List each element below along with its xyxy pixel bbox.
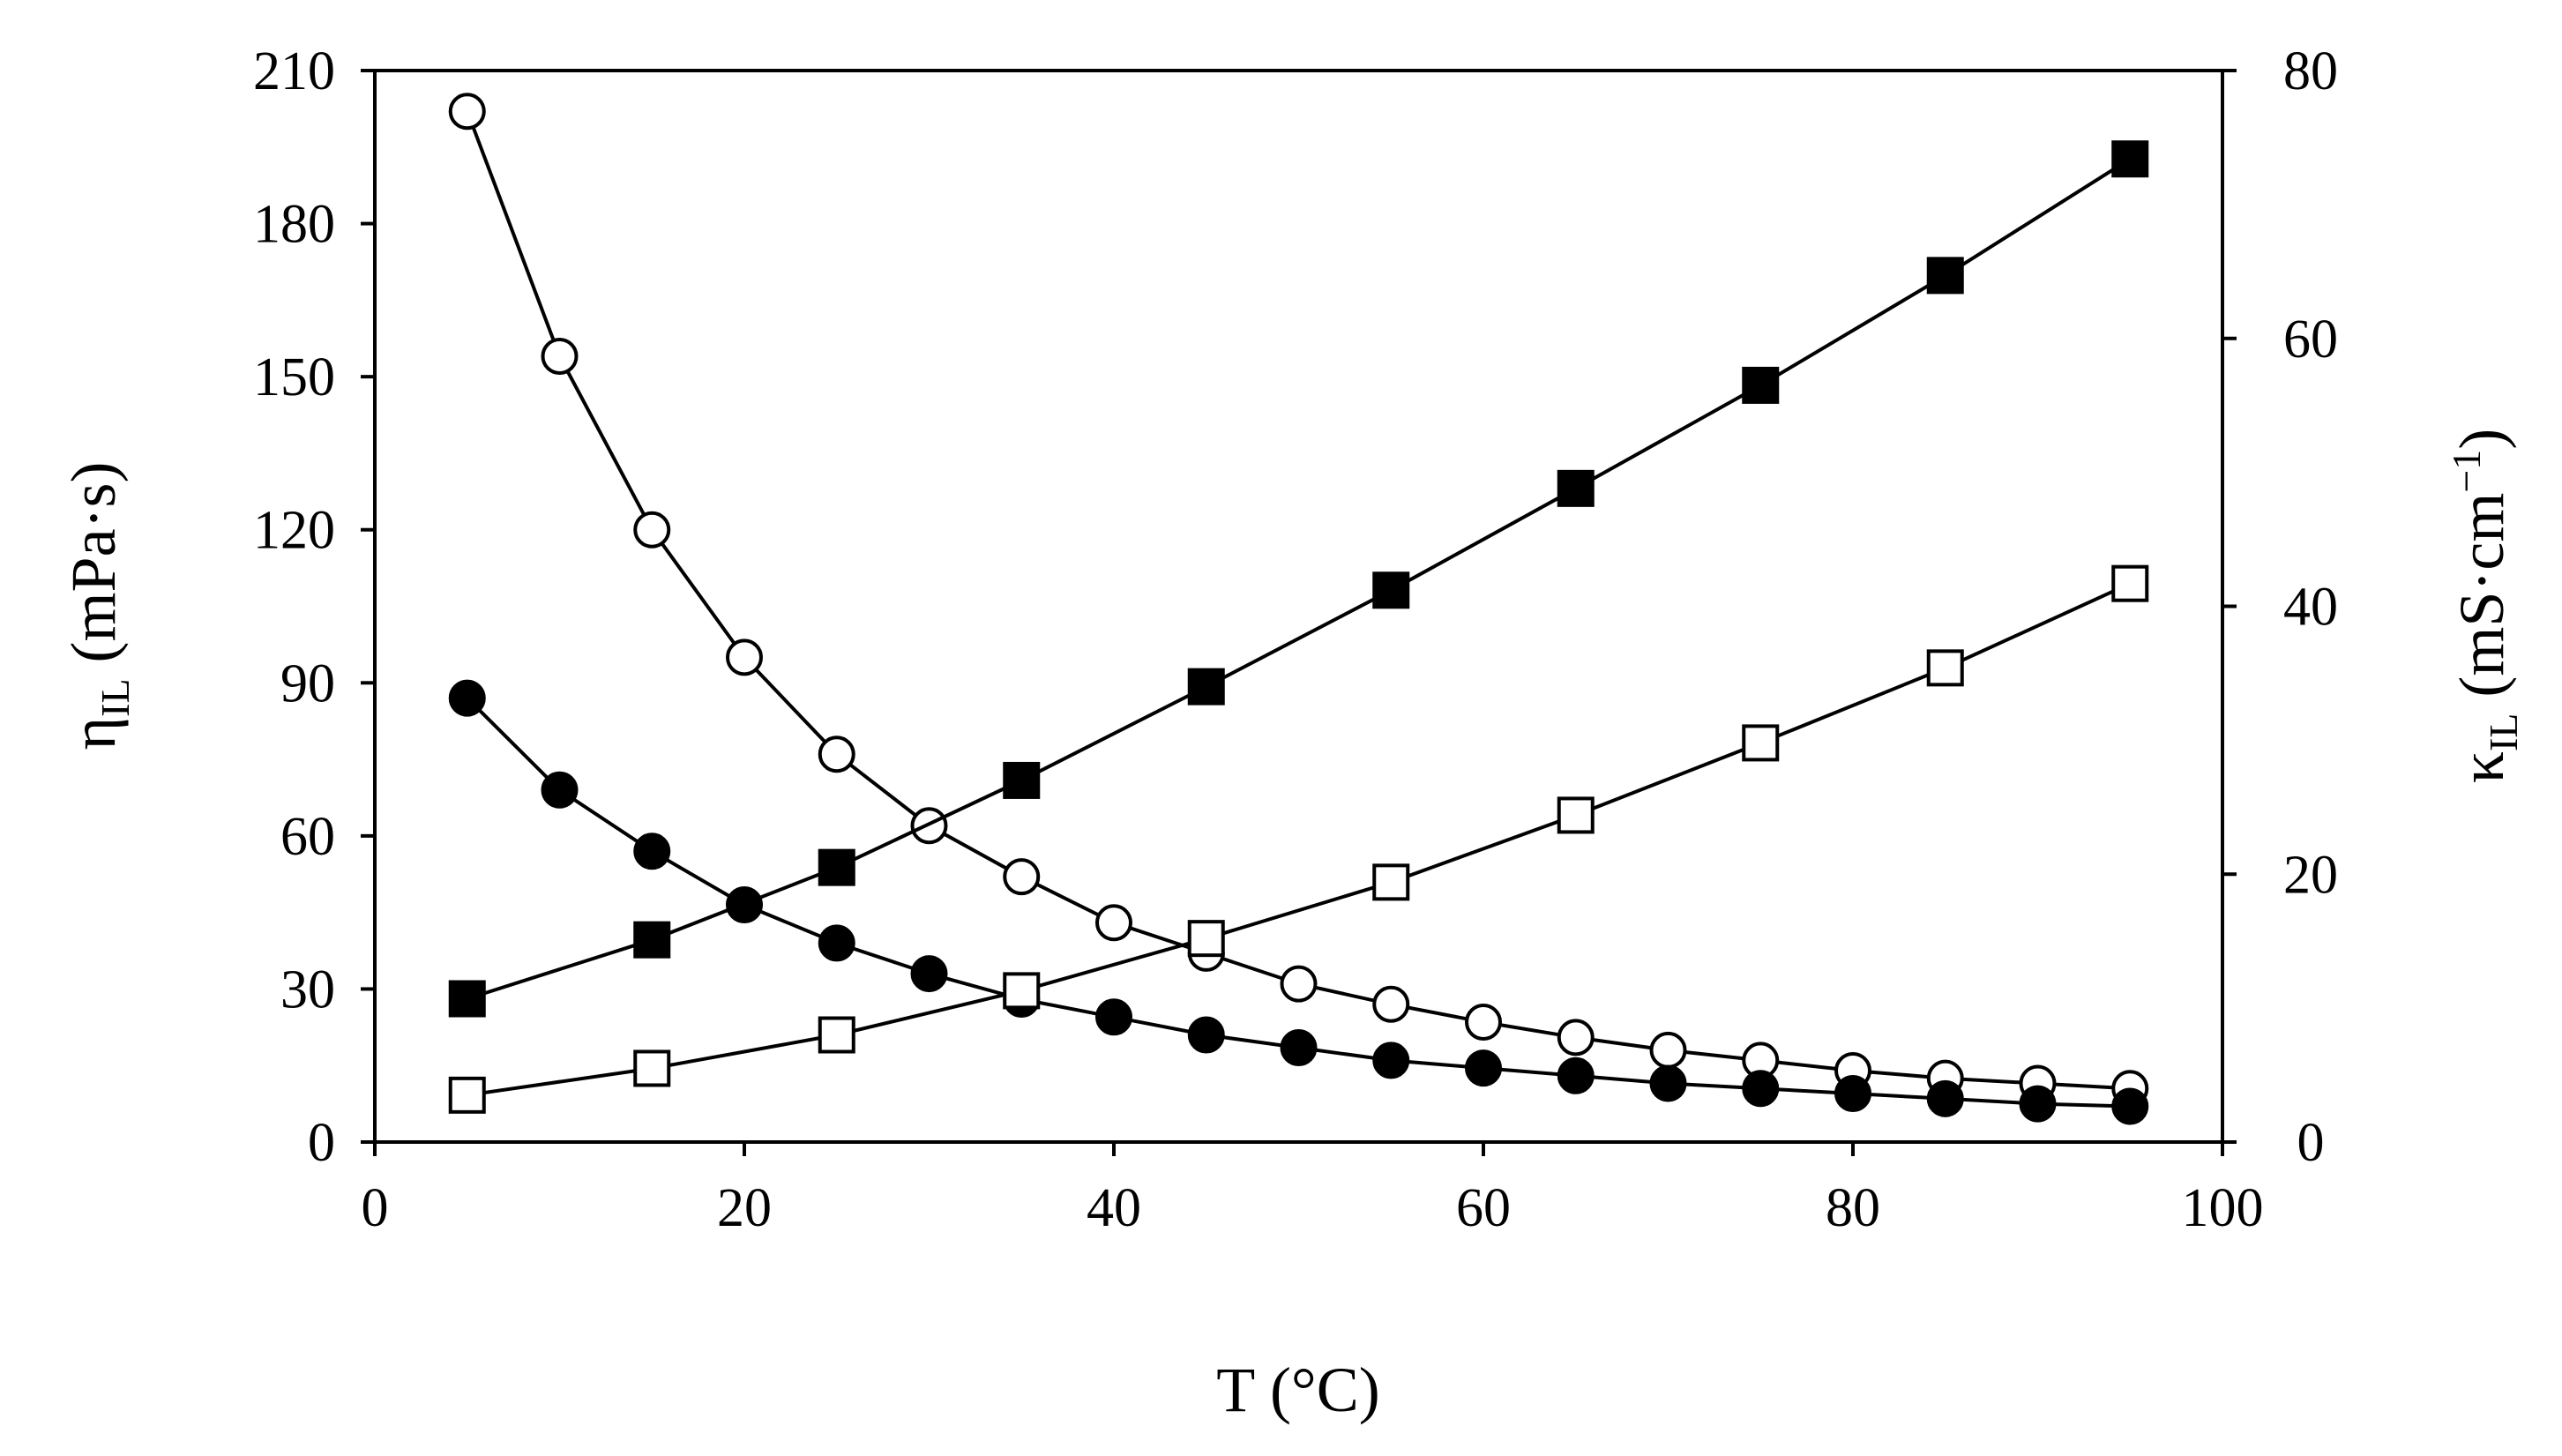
y-right-subscript: IL bbox=[2481, 713, 2526, 751]
y-left-tick-label: 90 bbox=[280, 653, 335, 713]
x-axis-title: T (°C) bbox=[1216, 1355, 1379, 1425]
data-point bbox=[1372, 863, 1410, 901]
y-left-tick-label: 60 bbox=[280, 807, 335, 867]
data-point bbox=[448, 980, 486, 1018]
data-point bbox=[726, 638, 763, 676]
data-point bbox=[2111, 140, 2149, 178]
y-right-symbol: κ bbox=[2446, 751, 2517, 783]
data-point bbox=[1280, 1028, 1318, 1066]
y-left-tick-label: 0 bbox=[308, 1113, 335, 1173]
data-point bbox=[1649, 1031, 1687, 1069]
data-point bbox=[1372, 1042, 1410, 1079]
data-point bbox=[1187, 1016, 1225, 1054]
x-tick-label: 0 bbox=[362, 1178, 389, 1238]
y-left-tick-label: 30 bbox=[280, 959, 335, 1019]
data-point bbox=[448, 93, 486, 131]
y-right-tick-label: 40 bbox=[2283, 578, 2338, 638]
data-point bbox=[2019, 1085, 2057, 1123]
data-point bbox=[448, 1076, 486, 1114]
data-point bbox=[448, 679, 486, 717]
y-left-symbol: η bbox=[58, 717, 129, 750]
data-point bbox=[1742, 1070, 1780, 1108]
data-point bbox=[2111, 564, 2149, 602]
data-point bbox=[1742, 724, 1780, 762]
series-0 bbox=[448, 93, 2149, 1108]
data-point bbox=[1187, 668, 1225, 706]
data-point bbox=[1742, 366, 1780, 404]
x-tick-label: 60 bbox=[1456, 1178, 1511, 1238]
data-point bbox=[1465, 1004, 1502, 1042]
y-axis-left-title: ηIL (mPa·s) bbox=[58, 461, 138, 750]
data-point bbox=[1557, 1057, 1595, 1094]
y-right-unit-close: ) bbox=[2446, 429, 2517, 450]
data-point bbox=[1003, 858, 1041, 896]
data-point bbox=[1187, 920, 1225, 958]
y-left-tick-label: 120 bbox=[253, 501, 335, 561]
y-left-unit: (mPa·s) bbox=[58, 461, 129, 678]
data-point bbox=[1926, 1079, 1964, 1117]
data-point bbox=[633, 833, 671, 870]
data-point bbox=[1834, 1075, 1871, 1113]
data-point bbox=[1557, 796, 1595, 834]
data-point bbox=[633, 511, 671, 549]
data-point bbox=[910, 955, 948, 993]
y-left-subscript: IL bbox=[93, 678, 138, 716]
data-point bbox=[818, 848, 855, 886]
x-tick-label: 20 bbox=[717, 1178, 772, 1238]
series-line bbox=[467, 581, 2132, 1097]
data-point bbox=[1649, 1064, 1687, 1102]
data-point bbox=[1557, 1019, 1595, 1057]
data-point bbox=[541, 771, 579, 809]
y-right-tick-label: 80 bbox=[2283, 41, 2338, 101]
series-line bbox=[465, 110, 2131, 1091]
data-point bbox=[633, 921, 671, 959]
y-right-tick-label: 20 bbox=[2283, 845, 2338, 905]
series-line bbox=[467, 157, 2132, 1001]
data-point bbox=[1557, 469, 1595, 507]
data-point bbox=[1003, 761, 1041, 799]
ticks-layer: 0 20 40 60 80 100 0 30 60 90 120 150 180 210 0 20 40 60 80 bbox=[253, 41, 2338, 1238]
y-left-tick-label: 150 bbox=[253, 347, 335, 407]
y-left-tick-label: 210 bbox=[253, 41, 335, 101]
data-point bbox=[1372, 571, 1410, 609]
data-point bbox=[818, 735, 855, 773]
data-point bbox=[1465, 1049, 1502, 1087]
data-point bbox=[818, 1016, 855, 1054]
data-point bbox=[2111, 1087, 2149, 1125]
y-left-tick-label: 180 bbox=[253, 195, 335, 255]
x-tick-label: 100 bbox=[2182, 1178, 2264, 1238]
y-right-unit: (mS·cm bbox=[2446, 493, 2517, 713]
series-layer bbox=[448, 93, 2149, 1125]
data-point bbox=[1926, 257, 1964, 295]
x-tick-label: 40 bbox=[1087, 1178, 1141, 1238]
data-point bbox=[1372, 985, 1410, 1023]
y-axis-right-title: κIL (mS·cm−1) bbox=[2444, 429, 2526, 784]
series-2 bbox=[448, 140, 2149, 1018]
data-point bbox=[1280, 965, 1318, 1003]
data-point bbox=[1926, 649, 1964, 687]
data-point bbox=[1003, 972, 1041, 1010]
y-right-unit-superscript: −1 bbox=[2444, 450, 2489, 493]
data-point bbox=[818, 924, 855, 962]
data-point bbox=[541, 338, 579, 375]
y-right-tick-label: 60 bbox=[2283, 310, 2338, 370]
data-point bbox=[1095, 904, 1132, 942]
x-tick-label: 80 bbox=[1826, 1178, 1880, 1238]
y-right-tick-label: 0 bbox=[2297, 1113, 2325, 1173]
data-point bbox=[1095, 998, 1132, 1036]
series-3 bbox=[448, 564, 2149, 1114]
data-point bbox=[633, 1049, 671, 1087]
series-1 bbox=[448, 679, 2149, 1125]
